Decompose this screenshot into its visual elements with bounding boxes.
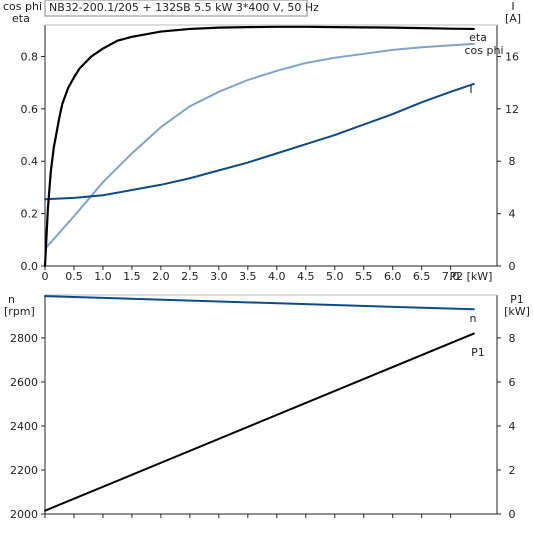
current-series-label: I xyxy=(469,83,472,96)
top-right-tick-label: 4 xyxy=(509,208,516,221)
top-x-tick-label: 4.5 xyxy=(297,270,315,283)
bottom-right-tick-label: 0 xyxy=(509,508,516,521)
top-x-tick-label: 6.0 xyxy=(384,270,402,283)
current-curve xyxy=(44,82,475,201)
top-x-tick-label: 2.5 xyxy=(181,270,199,283)
top-x-tick-label: 5.5 xyxy=(355,270,373,283)
top-right-tick-label: 16 xyxy=(505,50,519,63)
top-x-tick-label: 4.0 xyxy=(268,270,286,283)
p1-curve xyxy=(44,332,475,512)
top-right-tick-label: 8 xyxy=(509,155,516,168)
top-left-tick-label: 0.2 xyxy=(21,208,39,221)
top-x-tick-label: 0 xyxy=(42,270,49,283)
bottom-left-tick-label: 2200 xyxy=(10,464,38,477)
bottom-left-axis-title: n xyxy=(8,293,15,306)
eta-series-label: eta xyxy=(469,31,487,44)
top-left-axis-title-2: eta xyxy=(12,12,30,25)
bottom-left-tick-label: 2800 xyxy=(10,332,38,345)
top-x-tick-label: 2.0 xyxy=(152,270,170,283)
cos-phi-series-label: cos phi xyxy=(464,44,503,57)
top-right-axis-title-2: [A] xyxy=(505,12,521,25)
top-left-tick-label: 0.4 xyxy=(21,155,39,168)
top-left-tick-label: 0.6 xyxy=(21,103,39,116)
bottom-left-tick-label: 2600 xyxy=(10,376,38,389)
top-x-tick-label: 7.0 xyxy=(442,270,460,283)
bottom-right-tick-label: 6 xyxy=(509,376,516,389)
chart-title: NB32-200.1/205 + 132SB 5.5 kW 3*400 V, 5… xyxy=(49,1,319,14)
top-left-tick-label: 0.0 xyxy=(21,260,39,273)
cos-phi-curve xyxy=(44,42,475,250)
top-right-axis-title: I xyxy=(511,0,514,13)
top-x-tick-label: 6.5 xyxy=(413,270,431,283)
top-left-axis-title: cos phi xyxy=(3,0,42,13)
speed-series-label: n xyxy=(470,312,477,325)
top-x-tick-label: 1.0 xyxy=(94,270,112,283)
top-x-tick-label: 3.0 xyxy=(210,270,228,283)
bottom-right-axis-title: P1 xyxy=(510,293,524,306)
bottom-left-tick-label: 2400 xyxy=(10,420,38,433)
speed-curve xyxy=(44,295,475,311)
bottom-right-tick-label: 2 xyxy=(509,464,516,477)
top-left-tick-label: 0.8 xyxy=(21,50,39,63)
top-right-tick-label: 12 xyxy=(505,103,519,116)
p1-series-label: P1 xyxy=(471,346,485,359)
title-box xyxy=(44,0,308,17)
bottom-right-tick-label: 8 xyxy=(509,332,516,345)
bottom-right-tick-label: 4 xyxy=(509,420,516,433)
eta-curve xyxy=(43,25,475,268)
bottom-left-tick-label: 2000 xyxy=(10,508,38,521)
top-right-tick-label: 0 xyxy=(509,260,516,273)
bottom-left-axis-title-2: [rpm] xyxy=(4,305,35,318)
top-x-tick-label: 3.5 xyxy=(239,270,257,283)
top-x-tick-label: 1.5 xyxy=(123,270,141,283)
top-x-tick-label: 5.0 xyxy=(326,270,344,283)
bottom-right-axis-title-2: [kW] xyxy=(504,305,530,318)
top-x-axis-title: P2 [kW] xyxy=(450,270,493,283)
top-x-tick-label: 0.5 xyxy=(65,270,83,283)
